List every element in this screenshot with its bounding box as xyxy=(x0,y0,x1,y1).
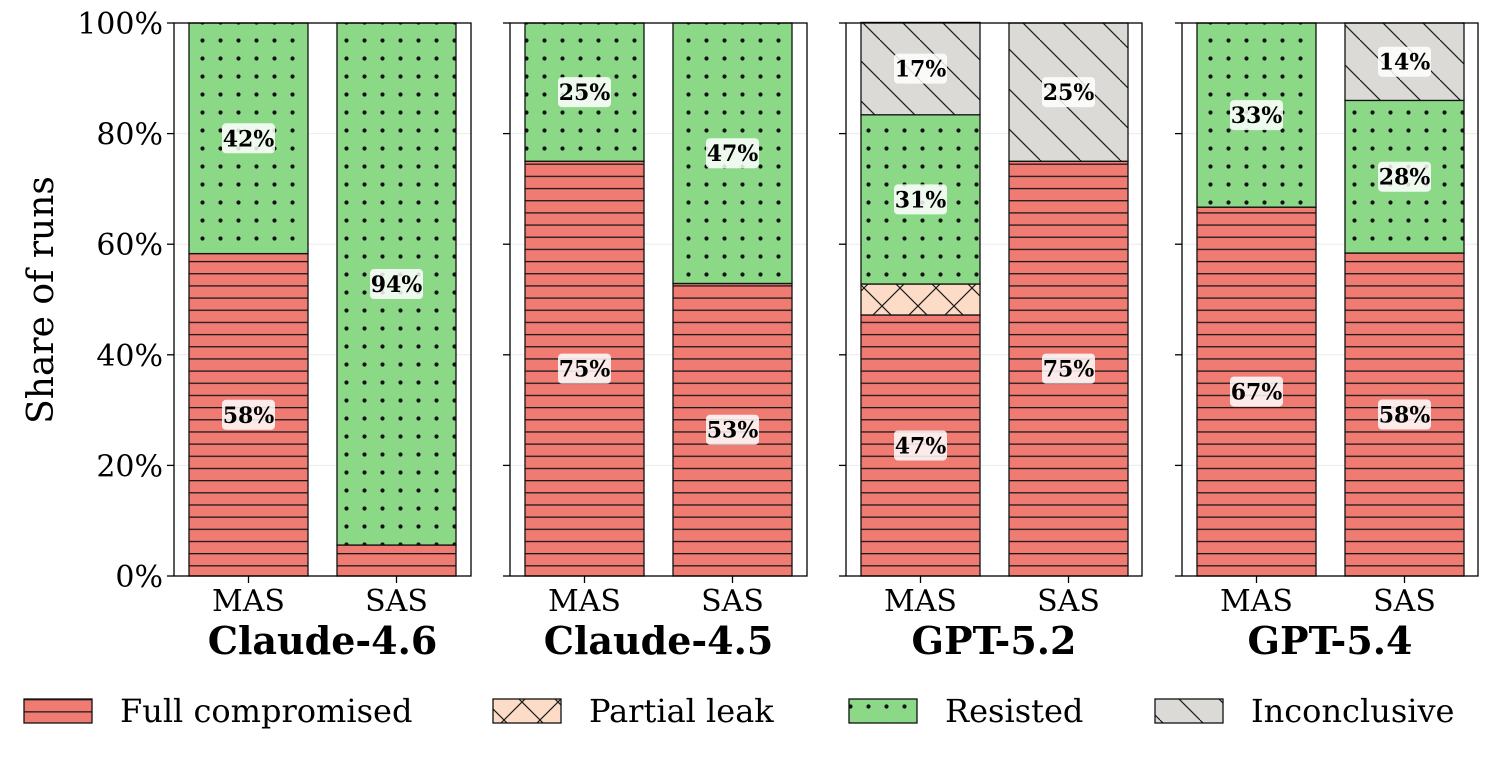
legend-swatch xyxy=(848,698,918,724)
data-label-full-compromised: 67% xyxy=(1231,380,1283,406)
x-tick-label: SAS xyxy=(1373,584,1436,619)
legend-item-resisted: Resisted xyxy=(848,692,1083,730)
data-label-full-compromised: 47% xyxy=(895,433,947,459)
data-label-box xyxy=(706,138,759,169)
data-label-full-compromised: 58% xyxy=(1379,403,1431,429)
data-label-box xyxy=(558,353,611,384)
y-tick-label: 100% xyxy=(77,7,163,42)
model-label: GPT-5.2 xyxy=(912,618,1077,663)
data-label-full-compromised: 75% xyxy=(1043,357,1095,383)
data-label-resisted: 25% xyxy=(559,80,611,106)
y-axis-title: Share of runs xyxy=(21,176,62,424)
data-label-box xyxy=(894,53,947,84)
data-label-full-compromised: 53% xyxy=(707,418,759,444)
legend-label: Inconclusive xyxy=(1251,692,1454,730)
x-tick-label: MAS xyxy=(884,584,957,619)
y-tick-label: 20% xyxy=(96,449,163,484)
legend-label: Full compromised xyxy=(120,692,412,730)
model-label: Claude-4.6 xyxy=(208,618,438,663)
data-label-box xyxy=(894,430,947,461)
y-axis: 0% 20% 40% 60% 80% 100% Share of runs xyxy=(21,7,163,595)
data-label-box xyxy=(222,123,275,154)
data-label-box xyxy=(370,269,423,300)
y-tick-label: 40% xyxy=(96,339,163,374)
data-label-inconclusive: 25% xyxy=(1043,80,1095,106)
bar-partial-leak-mas xyxy=(860,283,981,316)
data-label-resisted: 28% xyxy=(1379,165,1431,191)
data-label-inconclusive: 14% xyxy=(1379,50,1431,76)
legend-item-inconclusive: Inconclusive xyxy=(1154,692,1454,730)
legend: Full compromised Partial leak Resisted Inco… xyxy=(23,692,1454,730)
data-label-box xyxy=(558,77,611,108)
data-label-resisted: 94% xyxy=(371,272,423,298)
y-tick-label: 0% xyxy=(115,560,163,595)
data-label-box xyxy=(1378,161,1431,192)
data-label-box xyxy=(706,414,759,445)
legend-swatch xyxy=(1154,698,1224,724)
x-tick-label: MAS xyxy=(212,584,285,619)
data-label-box xyxy=(894,184,947,215)
legend-item-full-compromised: Full compromised xyxy=(23,692,412,730)
data-label-resisted: 42% xyxy=(223,126,275,152)
data-label-box xyxy=(1230,376,1283,407)
x-tick-label: MAS xyxy=(548,584,621,619)
legend-swatch xyxy=(492,698,562,724)
data-label-full-compromised: 58% xyxy=(223,403,275,429)
model-label: Claude-4.5 xyxy=(544,618,774,663)
data-label-resisted: 31% xyxy=(895,187,947,213)
data-label-resisted: 33% xyxy=(1231,103,1283,129)
legend-label: Resisted xyxy=(945,692,1083,730)
y-tick-label: 60% xyxy=(96,228,163,263)
data-label-resisted: 47% xyxy=(707,141,759,167)
y-tick-label: 80% xyxy=(96,118,163,153)
data-label-box xyxy=(1042,77,1095,108)
data-label-inconclusive: 17% xyxy=(895,57,947,83)
data-label-box xyxy=(1378,46,1431,77)
data-label-box xyxy=(1042,353,1095,384)
x-tick-label: MAS xyxy=(1220,584,1293,619)
data-label-box xyxy=(1230,100,1283,131)
x-tick-label: SAS xyxy=(365,584,428,619)
model-label: GPT-5.4 xyxy=(1248,618,1413,663)
x-tick-label: SAS xyxy=(701,584,764,619)
bar-full-compromised-sas xyxy=(336,544,457,577)
panel-frame xyxy=(509,22,808,577)
data-label-full-compromised: 75% xyxy=(559,357,611,383)
panel-frame xyxy=(1181,22,1479,577)
panels: 58%42%MAS94%SASClaude-4.675%25%MAS53%47%… xyxy=(167,21,1479,663)
x-tick-label: SAS xyxy=(1037,584,1100,619)
panel-frame xyxy=(845,22,1143,577)
data-label-box xyxy=(222,399,275,430)
legend-label: Partial leak xyxy=(589,692,774,730)
panel-frame xyxy=(173,22,472,577)
legend-item-partial-leak: Partial leak xyxy=(492,692,774,730)
legend-swatch xyxy=(23,698,93,724)
data-label-box xyxy=(1378,399,1431,430)
